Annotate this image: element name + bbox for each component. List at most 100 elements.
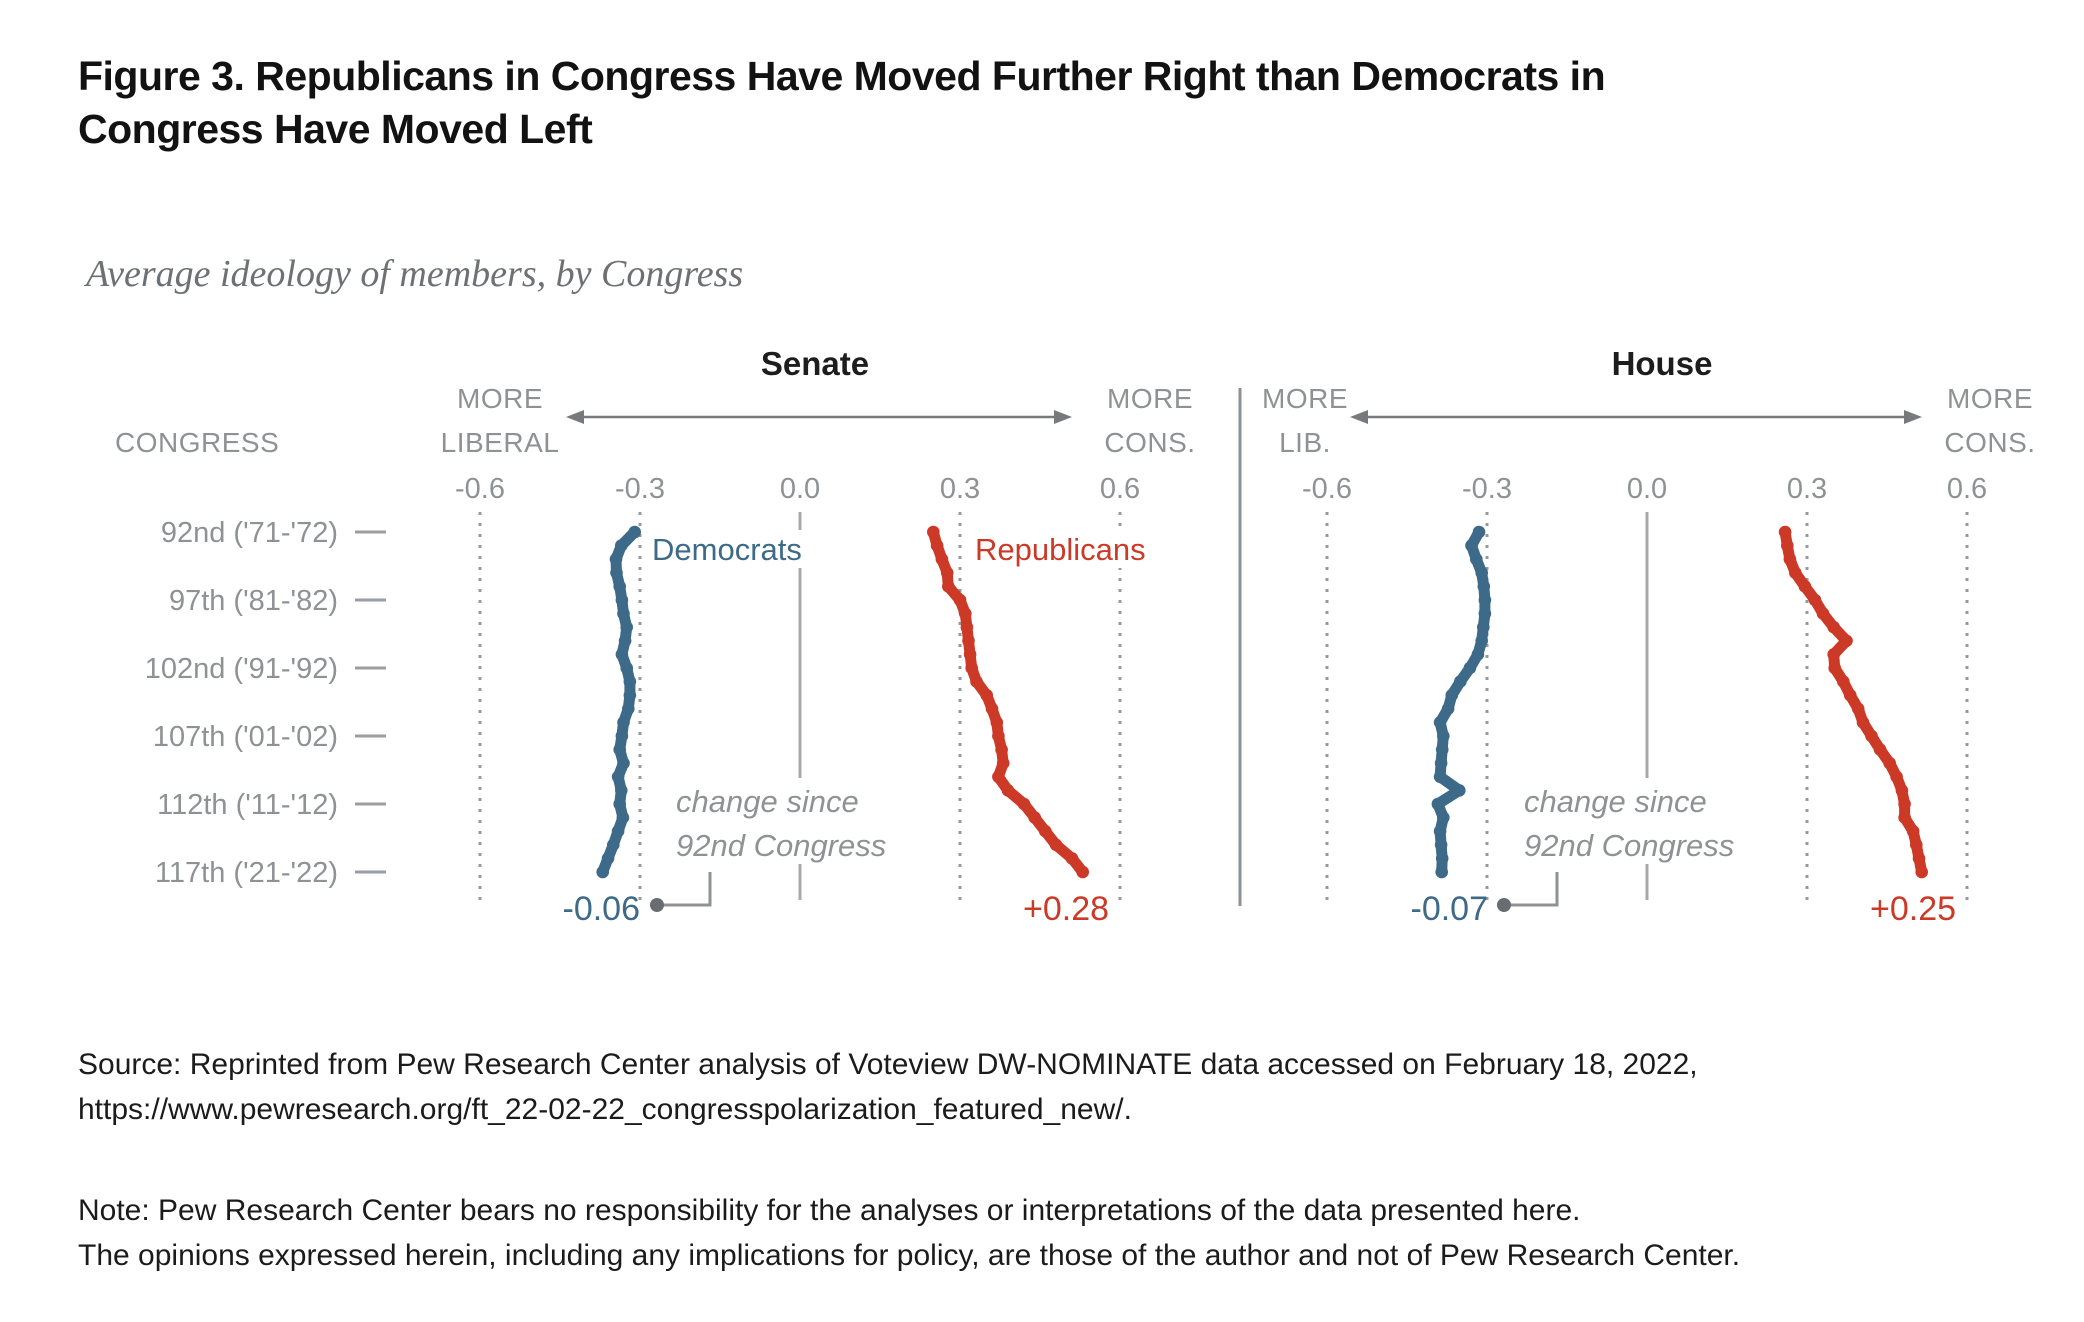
trace-point [1065,852,1079,865]
trace-point [1778,525,1792,539]
trace-point [1827,620,1840,634]
trace-point [930,539,944,552]
trace-point [1039,824,1052,838]
trace-point [609,552,623,566]
change-since-annotation: change since [1524,784,1707,819]
trace-point [607,838,620,852]
trace-point [1478,607,1492,620]
figure-title-line2: Congress Have Moved Left [78,106,593,153]
trace-point [615,729,629,743]
trace-point [620,620,633,634]
trace-point [980,688,993,702]
arrowhead-left-icon [566,410,584,424]
trace-point [996,756,1010,770]
trace-point [618,634,632,648]
trace-point [1910,838,1923,852]
trace-point [995,743,1008,756]
change-since-annotation: 92nd Congress [676,828,886,863]
more-liberal-label: MORE [1262,383,1348,414]
trace-point [965,661,978,675]
trace-point [1475,566,1488,580]
x-tick-label: 0.0 [1627,473,1667,505]
source-line1: Source: Reprinted from Pew Research Cent… [78,1048,1698,1081]
arrowhead-right-icon [1054,410,1072,424]
trace-point [622,702,635,716]
annotation-dot [650,898,664,912]
trace-point [1781,539,1794,552]
trace-point [1441,702,1455,716]
x-tick-label: -0.6 [455,473,505,505]
trace-point [1463,661,1477,675]
trace-point [942,580,955,593]
trace-point [613,580,626,593]
trace-point [1906,824,1920,838]
congress-row-label: 92nd ('71-'72) [161,517,338,549]
legend-halo [969,530,1169,568]
congress-row-label: 97th ('81-'82) [169,585,338,617]
trace-point [959,607,972,620]
trace-point [1873,743,1887,756]
more-liberal-label: MORE [457,383,543,414]
congress-row-label: 117th ('21-'22) [155,857,338,889]
trace-point [1856,716,1870,729]
more-conservative-label: CONS. [1944,427,2035,458]
trace-point [985,702,999,716]
x-tick-label: -0.6 [1302,473,1352,505]
arrowhead-right-icon [1904,410,1922,424]
congress-row-label: 107th ('01-'02) [153,721,338,753]
trace-point [1433,716,1447,729]
x-tick-label: 0.3 [1787,473,1827,505]
trace-point [617,607,630,620]
trace-point [1827,648,1840,661]
trace-point [615,648,629,661]
annotation-connector [657,872,712,907]
trace-point [1808,593,1822,607]
legend-halo [646,530,826,568]
trace-point [1472,525,1486,539]
trace-point [1445,688,1459,702]
trace-point [1454,675,1467,688]
trace-point [1435,865,1448,879]
annotation-connector [1504,872,1559,907]
x-tick-label: -0.3 [615,473,665,505]
source-line2: https://www.pewresearch.org/ft_22-02-22_… [78,1093,1132,1126]
trace-point [1865,729,1878,743]
trace-point [615,593,629,607]
arrowhead-left-icon [1350,410,1368,424]
trace-point [1851,702,1865,716]
republican-change-value: +0.28 [1023,890,1109,928]
trace-point [611,824,625,838]
x-tick-label: -0.3 [1462,473,1512,505]
trace-point [960,620,974,634]
trace-point [1433,770,1447,784]
trace-point [1437,811,1450,824]
trace-point [623,675,637,688]
more-liberal-label: LIB. [1279,427,1331,458]
trace-point [1477,580,1491,593]
trace-point [1915,865,1928,879]
trace-point [992,729,1005,743]
x-tick-label: 0.6 [1100,473,1140,505]
trace-point [1789,566,1802,580]
trace-point [1816,607,1830,620]
trace-point [1028,811,1041,824]
democrat-change-value: -0.06 [563,890,641,928]
note-text: Note: Pew Research Center bears no respo… [78,1188,2038,1278]
annotation-halo [1514,778,1764,864]
trace-point [1840,634,1853,648]
trace-point [617,716,630,729]
trace-point [1435,743,1449,756]
figure-title: Figure 3. Republicans in Congress Have M… [78,50,1638,157]
trace-point [1434,838,1448,852]
trace-point [1828,661,1841,675]
trace-point [1783,552,1797,566]
trace-point [1017,797,1031,811]
trace-point [1883,756,1896,770]
congress-axis-label: CONGRESS [115,427,279,458]
trace-point [1798,580,1812,593]
note-line1: Note: Pew Research Center bears no respo… [78,1194,1581,1227]
figure-subtitle: Average ideology of members, by Congress [86,253,744,295]
trace-point [1433,824,1447,838]
trace-point [990,716,1004,729]
x-tick-label: 0.0 [780,473,820,505]
